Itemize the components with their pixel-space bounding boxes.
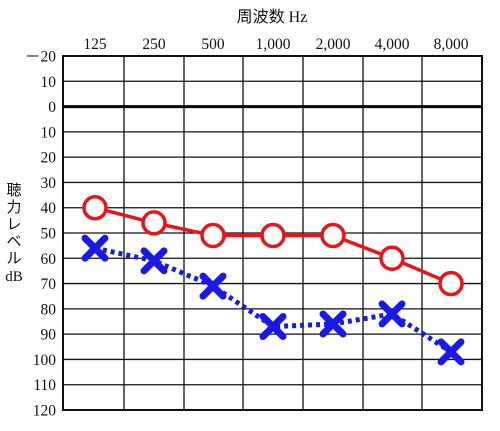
y-tick-label: 100 bbox=[33, 352, 57, 369]
y-label-char: 聴 bbox=[6, 182, 21, 199]
data-point-x bbox=[199, 272, 227, 300]
data-point-x bbox=[259, 313, 287, 341]
y-label-char: ル bbox=[6, 251, 21, 267]
y-tick-label: 50 bbox=[41, 226, 57, 243]
x-tick-label: 125 bbox=[83, 36, 107, 53]
y-tick-label: 10 bbox=[41, 74, 57, 91]
data-point-circle bbox=[320, 222, 346, 249]
y-label-char: ベ bbox=[6, 234, 21, 250]
y-label-unit: dB bbox=[5, 269, 23, 285]
grid bbox=[62, 55, 483, 411]
series bbox=[81, 194, 465, 366]
x-tick-label: 8,000 bbox=[434, 36, 469, 53]
x-tick-label: 4,000 bbox=[375, 36, 410, 53]
x-tick-label: 250 bbox=[142, 36, 166, 53]
data-point-x bbox=[319, 310, 347, 338]
data-point-x bbox=[81, 234, 109, 262]
data-point-circle bbox=[200, 222, 226, 249]
y-tick-label: 0 bbox=[48, 99, 56, 116]
y-tick-label: 60 bbox=[41, 251, 57, 268]
x-tick-labels: 125 250 500 1,000 2,000 4,000 8,000 bbox=[83, 36, 468, 53]
chart-title: 周波数 Hz bbox=[237, 8, 308, 26]
y-label-char: レ bbox=[6, 217, 21, 233]
data-point-x bbox=[437, 338, 465, 366]
data-point-circle bbox=[260, 222, 286, 249]
y-tick-label: 20 bbox=[41, 150, 57, 167]
y-tick-label: 80 bbox=[41, 301, 57, 318]
data-point-circle bbox=[438, 270, 464, 297]
y-tick-label: 30 bbox=[41, 175, 57, 192]
x-tick-label: 500 bbox=[201, 36, 225, 53]
x-tick-label: 2,000 bbox=[316, 36, 351, 53]
data-point-circle bbox=[141, 210, 167, 236]
y-tick-label: 40 bbox=[41, 200, 57, 217]
x-tick-label: 1,000 bbox=[256, 36, 291, 53]
plot-frame bbox=[62, 55, 483, 411]
y-tick-label: 90 bbox=[41, 327, 57, 344]
y-tick-label: 110 bbox=[33, 377, 56, 394]
y-tick-label: －20 bbox=[25, 49, 56, 66]
y-tick-label: 120 bbox=[33, 403, 57, 420]
y-label-char: 力 bbox=[6, 199, 21, 216]
data-point-circle bbox=[379, 245, 405, 272]
y-tick-label: 70 bbox=[41, 276, 57, 293]
y-tick-label: 10 bbox=[41, 124, 57, 141]
data-point-circle bbox=[82, 194, 108, 221]
data-point-x bbox=[378, 300, 406, 328]
data-point-x bbox=[140, 247, 168, 275]
